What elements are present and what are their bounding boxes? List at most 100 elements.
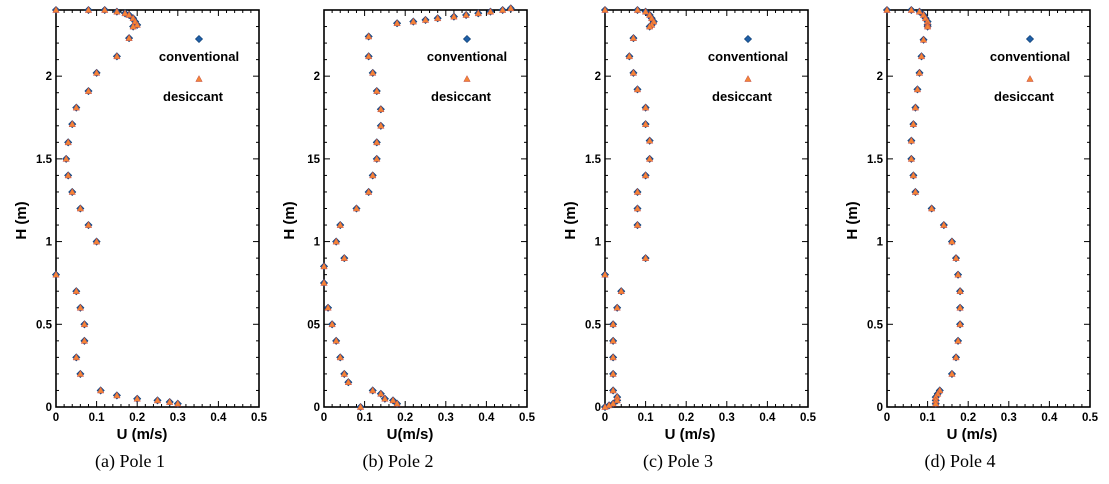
desiccant-point [92, 68, 101, 76]
desiccant-point [336, 221, 344, 228]
desiccant-point [62, 154, 70, 162]
desiccant-point [633, 221, 642, 228]
desiccant-point [907, 6, 916, 13]
y-axis-label: H (m) [281, 201, 298, 239]
desiccant-point [633, 204, 642, 212]
desiccant-point [153, 396, 162, 404]
desiccant-point [133, 394, 141, 402]
desiccant-point [601, 270, 609, 278]
desiccant-point [365, 52, 373, 60]
desiccant-point [381, 394, 389, 402]
desiccant-point [166, 398, 174, 405]
desiccant-point [609, 369, 617, 377]
x-tick-label: 0.3 [719, 412, 735, 424]
y-tick-label: 1 [595, 237, 602, 249]
desiccant-point [365, 32, 373, 40]
x-tick-label: 0.5 [800, 412, 817, 424]
y-tick-label: 0 [595, 402, 601, 414]
desiccant-point [174, 399, 182, 407]
x-axis-label: U (m/s) [665, 426, 716, 443]
desiccant-point [409, 17, 417, 25]
desiccant-point [377, 105, 385, 113]
desiccant-point [52, 270, 60, 278]
desiccant-point [646, 22, 654, 30]
x-axis-label: U (m/s) [117, 426, 168, 443]
desiccant-point [64, 171, 72, 179]
y-tick-label: 2 [46, 71, 52, 83]
desiccant-point [434, 14, 442, 22]
desiccant-point [377, 389, 385, 397]
legend-conventional-marker [743, 34, 753, 44]
x-axis-label: U (m/s) [947, 426, 998, 443]
legend-desiccant-marker [744, 75, 752, 82]
desiccant-point [911, 188, 920, 195]
desiccant-point [646, 154, 654, 162]
panel-2: 0 0.1 0.2 0.3 0.4 0.5 0 05 1 15 2 U(m/s) H (m) (b) Po… [281, 4, 536, 472]
legend-desiccant-label: desiccant [712, 89, 773, 104]
desiccant-point [956, 287, 964, 295]
desiccant-point [373, 138, 381, 146]
panel-caption: (a) Pole 1 [95, 451, 165, 472]
desiccant-point [954, 336, 962, 344]
desiccant-point [641, 103, 650, 111]
panel-1: 0 0.1 0.2 0.3 0.4 0.5 0 0.5 1 1.5 2 U (m/s) H (m) (a)… [13, 5, 268, 472]
desiccant-point [365, 188, 373, 195]
x-tick-label: 0.2 [129, 412, 145, 424]
y-tick-label: 1 [314, 237, 321, 249]
desiccant-point [393, 19, 401, 27]
desiccant-point [633, 188, 642, 195]
desiccant-point [923, 22, 932, 30]
desiccant-point [917, 52, 926, 60]
desiccant-point [940, 221, 948, 228]
legend-conventional-label: conventional [708, 49, 788, 64]
legend-desiccant-label: desiccant [431, 89, 492, 104]
x-tick-label: 0.2 [678, 412, 694, 424]
x-tick-label: 0.1 [357, 412, 374, 424]
panel-caption: (c) Pole 3 [643, 451, 713, 472]
x-tick-label: 0 [884, 412, 890, 424]
x-tick-label: 0.2 [960, 412, 976, 424]
desiccant-point [421, 16, 430, 23]
desiccant-point [76, 303, 85, 311]
plot-frame [886, 9, 1091, 408]
desiccant-point [129, 22, 137, 30]
panel-3: 0 0.1 0.2 0.3 0.4 0.5 0 0.5 1 1.5 2 U (m/s) H (m) (c)… [562, 5, 817, 472]
desiccant-point [907, 154, 916, 162]
desiccant-point [919, 35, 928, 43]
desiccant-point [320, 279, 328, 286]
desiccant-point [336, 353, 344, 361]
desiccant-point [125, 34, 133, 41]
desiccant-point [911, 103, 920, 111]
desiccant-point [883, 6, 891, 13]
desiccant-point [498, 6, 507, 13]
x-tick-label: 0.2 [397, 412, 413, 424]
desiccant-point [954, 270, 962, 278]
desiccant-point [80, 320, 89, 328]
legend-desiccant-marker [195, 75, 203, 82]
desiccant-point [324, 303, 332, 311]
desiccant-point [486, 7, 495, 15]
x-tick-label: 0.4 [1041, 412, 1058, 424]
x-tick-label: 0.1 [638, 412, 655, 424]
desiccant-point [629, 34, 638, 41]
x-tick-label: 0.5 [519, 412, 536, 424]
desiccant-point [633, 6, 642, 13]
desiccant-point [76, 369, 85, 377]
desiccant-point [641, 120, 650, 127]
legend-desiccant-label: desiccant [994, 89, 1055, 104]
desiccant-point [133, 20, 141, 28]
desiccant-point [84, 87, 93, 94]
desiccant-point [369, 386, 377, 394]
desiccant-point [84, 221, 93, 228]
desiccant-point [646, 136, 654, 144]
y-tick-label: 0.5 [585, 319, 602, 331]
desiccant-point [97, 386, 105, 394]
desiccant-point [948, 237, 956, 245]
x-tick-label: 0 [53, 412, 59, 424]
desiccant-point [909, 171, 918, 179]
x-tick-label: 0.3 [438, 412, 454, 424]
desiccant-point [369, 68, 377, 76]
desiccant-point [915, 68, 924, 76]
y-tick-label: 2 [877, 71, 883, 83]
